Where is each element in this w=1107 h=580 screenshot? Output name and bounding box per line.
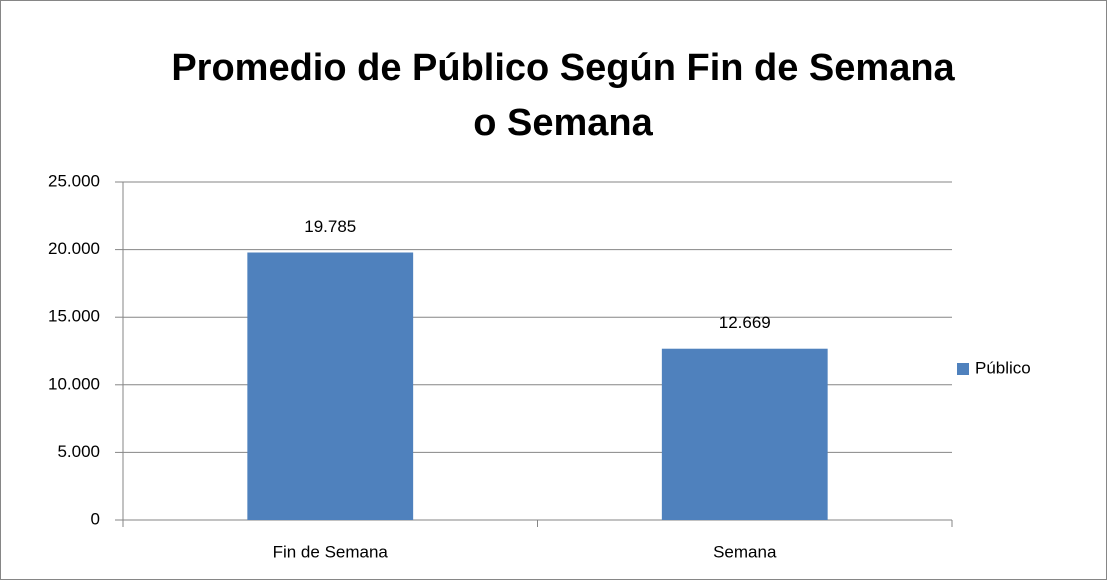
y-tick-label: 25.000 (48, 171, 100, 190)
bar (661, 348, 828, 520)
y-tick-label: 0 (91, 509, 100, 528)
legend-label: Público (975, 358, 1031, 377)
chart-title: o Semana (473, 102, 653, 144)
x-tick-label: Fin de Semana (273, 542, 389, 561)
y-tick-label: 10.000 (48, 374, 100, 393)
legend-swatch (957, 363, 969, 375)
data-label: 12.669 (719, 313, 771, 332)
chart-title: Promedio de Público Según Fin de Semana (171, 47, 955, 89)
y-tick-label: 15.000 (48, 307, 100, 326)
data-label: 19.785 (304, 217, 356, 236)
y-tick-label: 5.000 (57, 442, 100, 461)
y-tick-label: 20.000 (48, 239, 100, 258)
x-tick-label: Semana (713, 542, 777, 561)
bar (247, 252, 414, 520)
